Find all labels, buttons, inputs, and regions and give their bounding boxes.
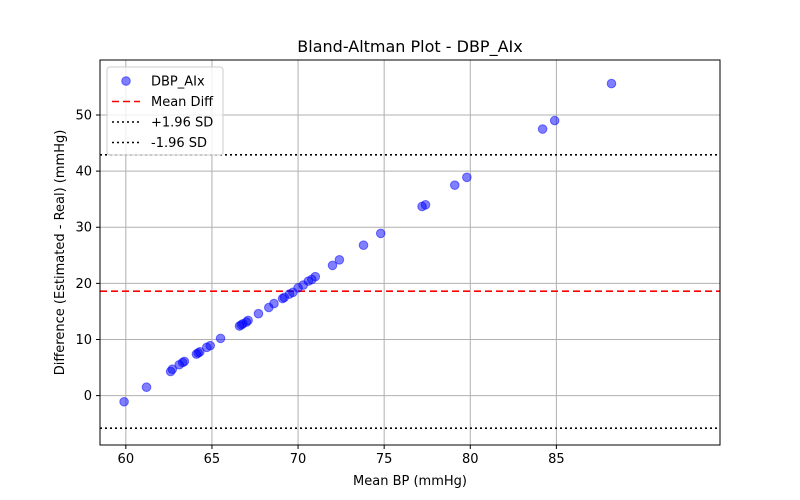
data-point — [215, 333, 226, 344]
data-point — [179, 356, 190, 367]
data-point — [420, 199, 431, 210]
y-tick-label: 0 — [84, 389, 92, 404]
y-tick-label: 50 — [75, 109, 92, 124]
y-axis-title: Difference (Estimated - Real) (mmHg) — [53, 130, 68, 376]
data-point — [195, 347, 205, 357]
legend-label: -1.96 SD — [151, 136, 207, 151]
x-tick-label: 85 — [548, 452, 565, 467]
y-tick-label: 30 — [75, 221, 92, 236]
x-tick-label: 60 — [118, 452, 135, 467]
data-point — [375, 228, 386, 239]
data-point — [358, 240, 369, 251]
data-point — [606, 78, 617, 89]
y-tick-label: 10 — [75, 333, 92, 348]
legend-marker — [121, 76, 131, 86]
data-point — [253, 308, 264, 319]
plot-frame — [99, 59, 721, 446]
data-point — [549, 115, 560, 126]
data-point — [334, 254, 345, 265]
legend: DBP_AIx Mean Diff +1.96 SD -1.96 SD — [106, 66, 224, 156]
legend-label: Mean Diff — [151, 95, 214, 110]
y-tick-label: 40 — [75, 165, 92, 180]
legend-label: DBP_AIx — [151, 75, 205, 90]
data-point — [537, 124, 548, 134]
data-point — [327, 260, 338, 271]
data-point — [205, 340, 216, 351]
reference-lines — [100, 154, 720, 429]
data-point — [141, 382, 152, 392]
legend-box — [106, 66, 224, 156]
legend-label: +1.96 SD — [151, 116, 213, 131]
x-tick-label: 80 — [462, 452, 479, 467]
x-tick-label: 65 — [204, 452, 221, 467]
axis-ticks: 60 65 70 75 80 85 0 10 20 30 40 50 — [75, 109, 564, 468]
data-point — [449, 180, 460, 190]
x-tick-label: 70 — [290, 452, 307, 467]
data-point — [167, 364, 178, 375]
data-point — [269, 298, 279, 309]
data-point — [119, 396, 129, 407]
data-point — [462, 172, 472, 183]
x-tick-label: 75 — [376, 452, 393, 467]
data-points — [119, 78, 617, 407]
data-point — [310, 271, 321, 282]
data-point — [243, 315, 253, 326]
x-axis-title: Mean BP (mmHg) — [353, 474, 467, 489]
y-tick-label: 20 — [75, 277, 92, 292]
chart-title: Bland-Altman Plot - DBP_AIx — [297, 37, 522, 57]
